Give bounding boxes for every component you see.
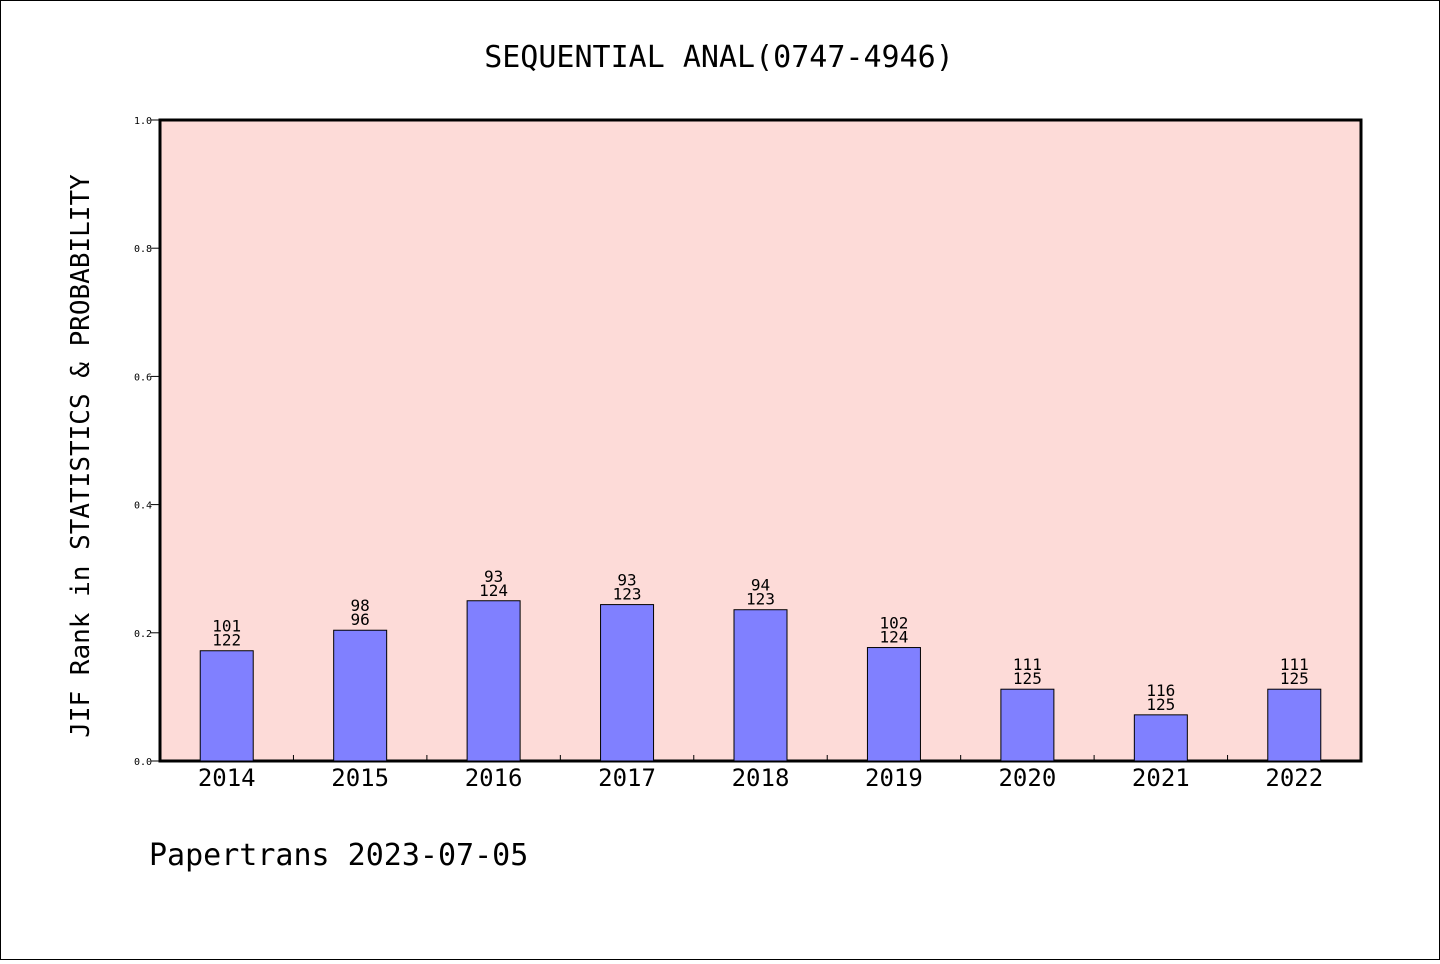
bar-label-total: 124: [479, 581, 508, 600]
bar-label-rank: 101: [212, 617, 241, 636]
bar-label-total: 123: [746, 590, 775, 609]
bar-label-rank: 102: [879, 614, 908, 633]
y-tick-label: 1.0: [134, 116, 152, 127]
x-tick-label: 2016: [465, 764, 523, 792]
bar-2020: [1000, 688, 1055, 762]
bar-label-total: 123: [613, 585, 642, 604]
bar-label-rank: 98: [351, 596, 370, 615]
bar-2016: [466, 600, 521, 762]
y-tick-label: 0.4: [134, 501, 152, 512]
footer-text: Papertrans 2023-07-05: [149, 838, 528, 873]
y-tick-label: 0.2: [134, 629, 152, 640]
bar-label-total: 96: [351, 610, 370, 629]
x-tick-label: 2014: [198, 764, 256, 792]
bar-label-total: 122: [212, 631, 241, 650]
bar-label-rank: 94: [751, 576, 770, 595]
bar-2014: [199, 650, 254, 762]
x-tick-label: 2017: [598, 764, 656, 792]
x-tick-label: 2022: [1265, 764, 1323, 792]
x-tick-label: 2015: [331, 764, 389, 792]
bar-label-rank: 93: [484, 567, 503, 586]
y-axis-ticks: 0.0 0.2 0.4 0.6 0.8 1.0: [134, 116, 160, 768]
y-tick-label: 0.8: [134, 244, 152, 255]
y-tick-label: 0.0: [134, 757, 152, 768]
bar-label-total: 125: [1146, 695, 1175, 714]
bar-2018: [733, 609, 788, 762]
bar-label-total: 125: [1280, 669, 1309, 688]
bar-label-total: 125: [1013, 669, 1042, 688]
bar-2015: [333, 629, 388, 762]
x-tick-label: 2020: [998, 764, 1056, 792]
y-tick-label: 0.6: [134, 372, 152, 383]
bar-2022: [1267, 688, 1322, 762]
bar-label-rank: 111: [1280, 655, 1309, 674]
bar-label-rank: 93: [617, 571, 636, 590]
chart-title: SEQUENTIAL ANAL(0747-4946): [484, 40, 954, 75]
x-axis-ticks: 2014 2015 2016 2017 2018 2019 2020 2021 2022: [198, 755, 1323, 792]
y-axis-label: JIF Rank in STATISTICS & PROBABILITY: [66, 174, 96, 738]
bar-2021: [1133, 714, 1188, 762]
bar-label-total: 124: [879, 628, 908, 647]
x-tick-label: 2019: [865, 764, 923, 792]
bar-2017: [600, 604, 655, 762]
x-tick-label: 2018: [732, 764, 790, 792]
bar-2019: [866, 647, 921, 762]
bar-label-rank: 111: [1013, 655, 1042, 674]
bar-label-rank: 116: [1146, 681, 1175, 700]
x-tick-label: 2021: [1132, 764, 1190, 792]
